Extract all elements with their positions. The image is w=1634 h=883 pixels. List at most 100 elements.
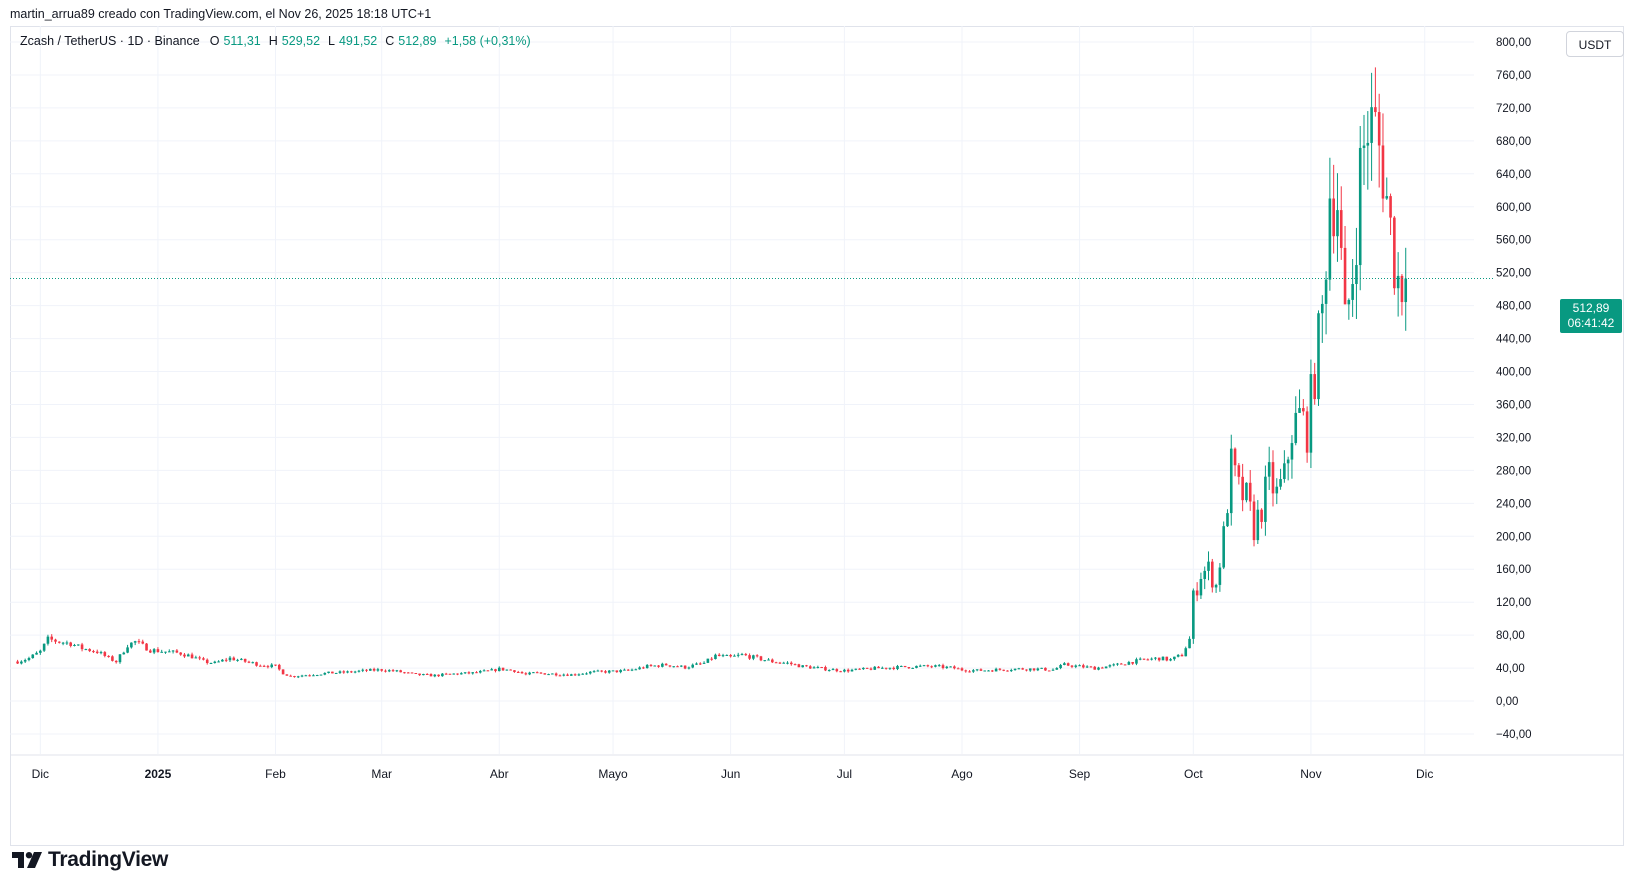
candle-body bbox=[960, 668, 964, 671]
last-price-tag: 512,89 06:41:42 bbox=[1560, 299, 1622, 333]
candle-body bbox=[915, 665, 918, 668]
candle-body bbox=[357, 670, 361, 672]
candle-body bbox=[1070, 665, 1074, 667]
chart-frame bbox=[10, 26, 1624, 846]
candle-body bbox=[782, 662, 786, 664]
candle-body bbox=[733, 655, 736, 657]
candle-body bbox=[824, 667, 827, 671]
candle-body bbox=[114, 660, 118, 663]
candle-body bbox=[918, 665, 922, 667]
candle-body bbox=[179, 652, 182, 655]
time-tick-label: Sep bbox=[1069, 767, 1091, 781]
candle-body bbox=[471, 672, 475, 674]
candle-body bbox=[797, 664, 801, 668]
candle-body bbox=[1298, 408, 1301, 413]
candle-body bbox=[69, 642, 72, 646]
candle-body bbox=[778, 662, 782, 664]
candle-body bbox=[562, 674, 566, 676]
candle-body bbox=[1078, 665, 1081, 667]
candle-body bbox=[80, 644, 84, 650]
candle-body bbox=[850, 669, 854, 672]
candle-body bbox=[1358, 147, 1362, 266]
candle-body bbox=[376, 669, 380, 671]
candle-body bbox=[1355, 265, 1358, 285]
candle-body bbox=[190, 654, 194, 659]
candle-body bbox=[497, 667, 501, 672]
candle-body bbox=[315, 675, 319, 677]
candle-body bbox=[319, 674, 323, 676]
candle-body bbox=[1101, 667, 1104, 669]
candle-body bbox=[1040, 667, 1043, 669]
candle-body bbox=[137, 641, 141, 643]
candle-body bbox=[331, 671, 334, 674]
candle-body bbox=[403, 672, 406, 674]
currency-button[interactable]: USDT bbox=[1566, 31, 1624, 57]
candle-body bbox=[221, 659, 224, 662]
candle-body bbox=[1248, 482, 1252, 502]
price-tick-label: 800,00 bbox=[1496, 37, 1531, 49]
low-label: L bbox=[328, 34, 335, 48]
candle-body bbox=[1347, 299, 1351, 305]
tradingview-logo-icon bbox=[12, 852, 42, 868]
time-tick-label: Feb bbox=[265, 767, 286, 781]
candle-body bbox=[714, 654, 717, 660]
candle-body bbox=[149, 650, 152, 653]
tradingview-logo[interactable]: TradingView bbox=[12, 848, 168, 872]
candle-body bbox=[1119, 663, 1123, 665]
candle-body bbox=[1218, 567, 1222, 585]
candle-body bbox=[896, 665, 899, 670]
candle-body bbox=[998, 668, 1002, 670]
candle-body bbox=[293, 676, 296, 678]
candle-body bbox=[934, 665, 937, 667]
candle-body bbox=[706, 658, 710, 663]
candle-body bbox=[1233, 448, 1237, 466]
candle-body bbox=[1169, 659, 1172, 661]
price-tick-label: 640,00 bbox=[1496, 169, 1531, 181]
candle-body bbox=[588, 671, 592, 674]
candle-body bbox=[846, 669, 850, 672]
candle-body bbox=[1309, 374, 1313, 453]
candle-body bbox=[327, 671, 330, 673]
candle-body bbox=[50, 636, 54, 640]
candle-body bbox=[1275, 486, 1279, 494]
candle-body bbox=[243, 658, 247, 662]
candle-body bbox=[592, 671, 596, 673]
price-tick-label: 120,00 bbox=[1496, 597, 1531, 609]
price-tick-label: 160,00 bbox=[1496, 564, 1531, 576]
time-tick-label: Oct bbox=[1184, 767, 1203, 781]
price-tick-label: 0,00 bbox=[1496, 696, 1518, 708]
candle-body bbox=[516, 671, 520, 673]
candle-body bbox=[277, 664, 281, 670]
candle-body bbox=[1385, 196, 1389, 199]
candle-body bbox=[73, 644, 76, 646]
candle-body bbox=[353, 671, 357, 673]
candle-body bbox=[725, 654, 729, 656]
candle-body bbox=[839, 671, 842, 673]
grid-lines bbox=[10, 26, 1474, 754]
candle-body bbox=[1184, 648, 1188, 657]
candlestick-chart[interactable]: 800,00 760,00 720,00 680,00 640,00 600,00 560,… bbox=[10, 26, 1624, 846]
candle-body bbox=[786, 662, 789, 664]
symbol-name[interactable]: Zcash / TetherUS · 1D · Binance bbox=[20, 34, 200, 48]
candle-body bbox=[1286, 459, 1290, 464]
candle-body bbox=[1074, 665, 1078, 667]
candle-body bbox=[1085, 666, 1089, 668]
candle-body bbox=[1252, 501, 1256, 541]
candle-body bbox=[205, 659, 209, 664]
candle-body bbox=[1226, 513, 1229, 527]
candle-body bbox=[884, 667, 888, 669]
candle-body bbox=[649, 664, 653, 666]
candle-body bbox=[240, 658, 243, 660]
candle-body bbox=[528, 672, 531, 675]
candle-body bbox=[448, 673, 452, 675]
candle-body bbox=[1366, 142, 1370, 146]
candle-body bbox=[911, 667, 914, 669]
time-tick-label: Mayo bbox=[598, 767, 628, 781]
candle-body bbox=[58, 641, 61, 643]
candle-body bbox=[505, 669, 509, 671]
time-tick-label: Dic bbox=[32, 767, 49, 781]
candle-body bbox=[653, 665, 657, 667]
candles bbox=[16, 67, 1408, 679]
candle-body bbox=[1002, 669, 1005, 671]
candle-body bbox=[551, 673, 554, 675]
